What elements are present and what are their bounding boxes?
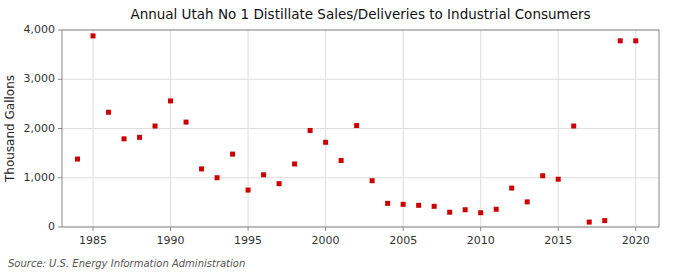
x-grid-line (480, 30, 481, 227)
point (463, 207, 468, 212)
point (246, 188, 251, 193)
point (478, 210, 483, 215)
chart-svg: 0 1,000 2,000 3,000 4,000 1985 1990 1995 2000 200… (0, 0, 675, 275)
point (571, 124, 576, 129)
y-tick-label: 0 (48, 220, 55, 233)
y-grid-line (62, 79, 659, 80)
x-tick (480, 227, 481, 231)
point (556, 177, 561, 182)
x-tick-label: 2005 (389, 234, 417, 247)
x-tick (403, 227, 404, 231)
y-grid-line (62, 128, 659, 129)
point (153, 124, 158, 129)
x-tick-label: 1995 (234, 234, 262, 247)
x-tick-label: 2015 (544, 234, 572, 247)
point (277, 181, 282, 186)
x-tick (170, 227, 171, 231)
y-tick-label: 2,000 (24, 122, 56, 135)
point (199, 166, 204, 171)
x-tick (248, 227, 249, 231)
x-tick-label: 1990 (157, 234, 185, 247)
x-tick-label: 2010 (467, 234, 495, 247)
point (339, 158, 344, 163)
y-tick (58, 227, 62, 228)
grid (62, 30, 659, 227)
x-grid-line (248, 30, 249, 227)
y-tick-label: 3,000 (24, 72, 56, 85)
page: {"chart_data": { "type": "scatter", "tit… (0, 0, 675, 275)
point (91, 33, 96, 38)
y-tick (58, 30, 62, 31)
point (587, 220, 592, 225)
point (509, 186, 514, 191)
x-tick-label: 2000 (312, 234, 340, 247)
x-tick-label: 1985 (79, 234, 107, 247)
point (370, 178, 375, 183)
y-tick (58, 177, 62, 178)
point (230, 152, 235, 157)
point (447, 210, 452, 215)
point (308, 128, 313, 133)
x-grid-line (170, 30, 171, 227)
point (401, 202, 406, 207)
x-grid-line (403, 30, 404, 227)
point (184, 120, 189, 125)
point (292, 161, 297, 166)
point (385, 201, 390, 206)
x-tick (635, 227, 636, 231)
x-tick (558, 227, 559, 231)
point (215, 175, 220, 180)
point (602, 218, 607, 223)
x-grid-line (635, 30, 636, 227)
point (525, 199, 530, 204)
y-tick (58, 128, 62, 129)
point (494, 207, 499, 212)
chart-title: Annual Utah No 1 Distillate Sales/Delive… (130, 6, 590, 22)
point (106, 110, 111, 115)
x-grid-line (325, 30, 326, 227)
x-grid-line (93, 30, 94, 227)
x-axis: 1985 1990 1995 2000 2005 2010 2015 2020 (79, 227, 650, 247)
source-annotation: Source: U.S. Energy Information Administ… (8, 258, 245, 269)
x-tick (93, 227, 94, 231)
point (122, 136, 127, 141)
y-axis-label: Thousand Gallons (3, 75, 17, 183)
point (354, 123, 359, 128)
point (618, 38, 623, 43)
point (261, 172, 266, 177)
point (416, 203, 421, 208)
point (168, 98, 173, 103)
x-grid-line (558, 30, 559, 227)
chart-container: 0 1,000 2,000 3,000 4,000 1985 1990 1995 2000 200… (0, 0, 675, 275)
x-tick-label: 2020 (622, 234, 650, 247)
point (323, 140, 328, 145)
x-tick (325, 227, 326, 231)
point (633, 38, 638, 43)
y-axis: 0 1,000 2,000 3,000 4,000 (24, 23, 63, 233)
y-grid-line (62, 177, 659, 178)
y-tick (58, 79, 62, 80)
point (75, 157, 80, 162)
point (540, 173, 545, 178)
plot-frame (62, 30, 659, 227)
y-tick-label: 1,000 (24, 171, 56, 184)
point (137, 135, 142, 140)
y-tick-label: 4,000 (24, 23, 56, 36)
point (432, 204, 437, 209)
points (75, 33, 638, 224)
